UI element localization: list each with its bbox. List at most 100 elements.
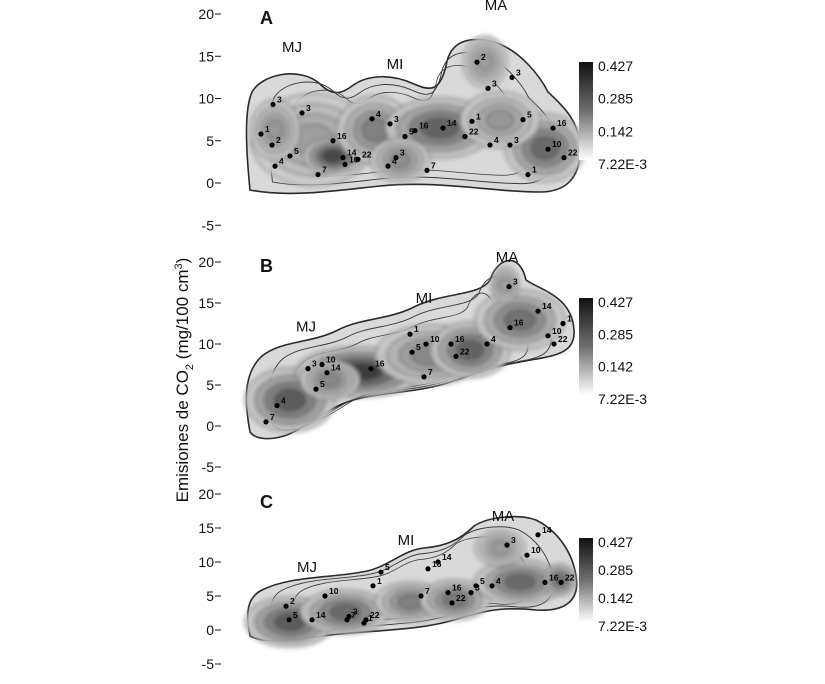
sample-point bbox=[551, 341, 557, 347]
sample-point bbox=[525, 171, 531, 178]
sample-point bbox=[545, 333, 551, 339]
contour-line bbox=[270, 526, 554, 635]
sample-point-label: 10 bbox=[329, 586, 339, 596]
sample-point bbox=[378, 569, 384, 575]
sample-point-label: 7 bbox=[322, 165, 327, 175]
density-contour bbox=[266, 119, 284, 141]
sample-point-label: 22 bbox=[456, 593, 466, 603]
sample-point bbox=[474, 59, 480, 65]
region-label: MA bbox=[492, 508, 515, 525]
sample-point bbox=[542, 579, 548, 586]
sample-point-label: 3 bbox=[514, 135, 519, 145]
sample-point-label: 14 bbox=[331, 363, 341, 373]
sample-point-label: 5 bbox=[527, 110, 532, 120]
y-tick-label: 5 bbox=[206, 133, 214, 149]
sample-point bbox=[305, 366, 311, 372]
sample-point-label: 7 bbox=[431, 160, 436, 170]
sample-point-label: 2 bbox=[290, 596, 295, 606]
sample-point bbox=[509, 74, 515, 80]
sample-point bbox=[560, 320, 566, 327]
y-tick-label: 0 bbox=[206, 622, 214, 638]
sample-point bbox=[315, 171, 321, 178]
sample-point-label: 3 bbox=[492, 78, 497, 88]
sample-point bbox=[344, 617, 350, 623]
y-tick-label: 20 bbox=[198, 486, 214, 502]
y-axis-label: Emisiones de CO2 (mg/100 cm3) bbox=[173, 258, 196, 503]
sample-point-label: 16 bbox=[432, 559, 442, 569]
sample-point bbox=[385, 163, 391, 169]
density-contour bbox=[455, 340, 485, 360]
sample-point-label: 3 bbox=[306, 103, 311, 113]
sample-point bbox=[440, 125, 446, 131]
sample-point bbox=[368, 366, 374, 372]
region-label: MJ bbox=[296, 319, 316, 336]
sample-point-label: 3 bbox=[394, 114, 399, 124]
sample-point-label: 3 bbox=[312, 359, 317, 369]
sample-point bbox=[485, 85, 491, 91]
sample-point bbox=[369, 116, 375, 122]
sample-point bbox=[269, 142, 275, 148]
sample-point-label: 4 bbox=[496, 576, 501, 586]
sample-point-label: 16 bbox=[549, 572, 559, 582]
sample-point-label: 1 bbox=[265, 124, 270, 134]
colorbar-gradient bbox=[579, 298, 593, 395]
y-tick-label: 20 bbox=[198, 6, 214, 22]
y-axis: 20 15 10 5 0 -5 bbox=[198, 6, 221, 233]
sample-point bbox=[425, 566, 431, 572]
sample-point bbox=[545, 146, 551, 152]
colorbar-tick-label: 0.142 bbox=[598, 590, 633, 606]
colorbar-tick-label: 7.22E-3 bbox=[598, 618, 647, 634]
sample-point-label: 10 bbox=[349, 154, 359, 164]
region-label: MI bbox=[387, 56, 404, 73]
sample-point bbox=[435, 559, 441, 565]
y-axis: 20 15 10 5 0 -5 bbox=[198, 254, 221, 475]
sample-point bbox=[453, 353, 459, 359]
sample-point-label: 1 bbox=[414, 324, 419, 334]
density-contour bbox=[485, 110, 515, 130]
sample-point-label: 5 bbox=[320, 379, 325, 389]
sample-point-label: 16 bbox=[514, 318, 524, 328]
sample-point bbox=[550, 125, 556, 131]
colorbar-tick-label: 0.285 bbox=[598, 562, 633, 578]
colorbar-tick-label: 0.427 bbox=[598, 294, 633, 310]
sample-point bbox=[424, 167, 430, 173]
y-tick-label: 20 bbox=[198, 254, 214, 270]
density-field bbox=[245, 35, 586, 195]
sample-point-label: 5 bbox=[416, 342, 421, 352]
sample-point-label: 16 bbox=[452, 583, 462, 593]
sample-point bbox=[423, 341, 429, 347]
colorbar-tick-label: 0.285 bbox=[598, 91, 633, 107]
sample-point-label: 3 bbox=[516, 67, 521, 77]
colorbar-gradient bbox=[579, 538, 593, 622]
colorbar-tick-label: 0.142 bbox=[598, 359, 633, 375]
density-contour bbox=[504, 574, 536, 590]
sample-point-label: 7 bbox=[270, 412, 275, 422]
sample-point bbox=[407, 331, 413, 337]
sample-point-label: 1 bbox=[377, 576, 382, 586]
sample-point-label: 14 bbox=[347, 148, 357, 158]
colorbar-tick-label: 0.285 bbox=[598, 326, 633, 342]
sample-point-label: 4 bbox=[281, 396, 286, 406]
density-contour bbox=[322, 149, 344, 163]
sample-point bbox=[558, 579, 564, 586]
sample-point bbox=[421, 374, 427, 380]
sample-point bbox=[393, 155, 399, 161]
sample-point bbox=[469, 118, 475, 124]
y-tick-label: 0 bbox=[206, 418, 214, 434]
panel-letter: C bbox=[260, 492, 273, 512]
sample-point-label: 14 bbox=[447, 118, 457, 128]
sample-point-label: 5 bbox=[480, 576, 485, 586]
density-contour bbox=[504, 309, 536, 331]
density-contour bbox=[274, 388, 306, 412]
sample-point bbox=[370, 583, 376, 589]
sample-point-label: 10 bbox=[531, 545, 541, 555]
sample-point bbox=[449, 600, 455, 606]
sample-point-label: 10 bbox=[326, 355, 336, 365]
density-contour bbox=[420, 117, 460, 139]
sample-point-label: 3 bbox=[511, 535, 516, 545]
sample-point bbox=[299, 110, 305, 116]
sample-point-label: 5 bbox=[293, 610, 298, 620]
panel-letter: B bbox=[260, 256, 273, 276]
sample-point-label: 7 bbox=[425, 586, 430, 596]
